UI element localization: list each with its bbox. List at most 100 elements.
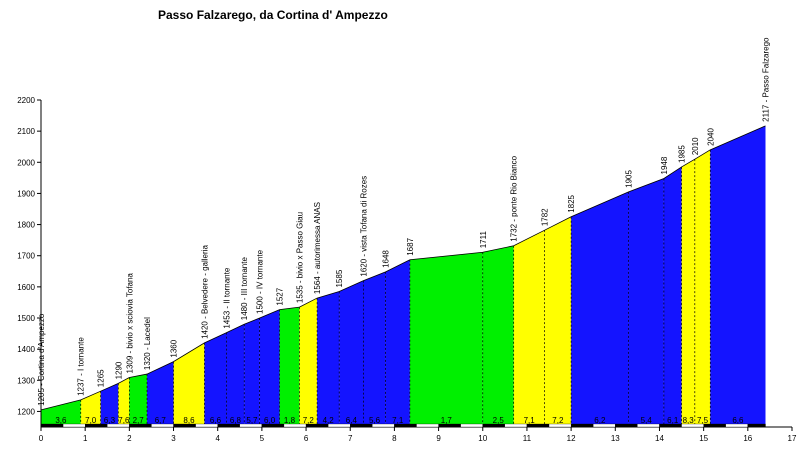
distance-bar-cell <box>438 423 461 428</box>
profile-segment-23 <box>663 166 682 427</box>
profile-segments <box>40 125 766 428</box>
gradient-label: 6,6 <box>732 416 744 425</box>
distance-bar-cell <box>615 423 638 428</box>
gradient-label: 7,2 <box>303 416 315 425</box>
gradient-label: 2,7 <box>133 416 145 425</box>
gradient-label: 6,3 <box>104 416 116 425</box>
y-tick-label: 2100 <box>17 127 35 136</box>
point-label: 2010 <box>691 137 700 155</box>
chart-title: Passo Falzarego, da Cortina d' Ampezzo <box>158 8 388 22</box>
x-tick-label: 9 <box>436 434 441 443</box>
gradient-label: 6,6 <box>210 416 222 425</box>
gradient-label: 6,2 <box>594 416 606 425</box>
profile-segment-5 <box>147 361 174 427</box>
distance-bar-cell <box>327 423 351 428</box>
profile-segment-1 <box>80 391 101 427</box>
point-label: 1732 - ponte Rio Bianco <box>510 155 519 241</box>
distance-bar-cell <box>217 423 240 428</box>
distance-bar-cell <box>261 423 285 428</box>
point-label: 1420 - Belvedere - galleria <box>200 245 209 339</box>
gradient-labels: 3,6 7,0 6,3 7,6 2,7 6,7 8,6 6,6 6,8 5,7 6,0 1,8 7,2 4… <box>55 416 744 425</box>
distance-bar-cell <box>526 423 550 428</box>
profile-segment-26 <box>710 125 766 427</box>
x-tick-label: 3 <box>171 434 176 443</box>
segment-dividers <box>80 149 711 427</box>
gradient-label: 7,5 <box>697 416 709 425</box>
x-tick-label: 14 <box>655 434 664 443</box>
x-tick-label: 0 <box>39 434 44 443</box>
distance-bar-cell <box>681 423 704 428</box>
gradient-label: 6,4 <box>346 416 358 425</box>
x-tick-label: 10 <box>478 434 487 443</box>
x-tick-label: 2 <box>127 434 132 443</box>
point-label: 1500 - IV tornante <box>256 249 265 314</box>
gradient-label: 4,2 <box>323 416 335 425</box>
gradient-label: 2,5 <box>493 416 505 425</box>
point-label: 1948 <box>660 156 669 174</box>
distance-bar-cell <box>85 423 108 428</box>
distance-bar-cell <box>394 423 417 428</box>
y-tick-label: 1300 <box>17 376 35 385</box>
point-label: 1290 <box>114 361 123 379</box>
point-label: 1265 <box>97 369 106 387</box>
x-tick-label: 13 <box>611 434 620 443</box>
profile-segment-3 <box>118 377 130 427</box>
distance-bar-cell <box>62 423 86 428</box>
profile-segment-11 <box>279 307 300 427</box>
gradient-label: 7,2 <box>552 416 564 425</box>
profile-segment-16 <box>385 259 410 427</box>
profile-segment-20 <box>544 216 572 427</box>
distance-bar-cell <box>195 423 218 428</box>
distance-bar-cell <box>504 423 528 428</box>
y-tick-label: 1600 <box>17 283 35 292</box>
point-label: 1480 - III tornante <box>240 257 249 321</box>
profile-segment-12 <box>299 298 318 427</box>
point-label: 1585 <box>335 269 344 287</box>
distance-bar-cell <box>482 423 506 428</box>
profile-segment-18 <box>482 245 514 427</box>
y-tick-label: 2200 <box>17 96 35 105</box>
profile-segment-24 <box>681 159 695 427</box>
distance-bar-cell <box>548 423 572 428</box>
gradient-label: 5,4 <box>641 416 653 425</box>
x-tick-label: 4 <box>215 434 220 443</box>
gradient-label: 6,8 <box>230 416 242 425</box>
x-tick-label: 1 <box>83 434 88 443</box>
distance-bar-cell <box>593 423 616 428</box>
distance-bar-cell <box>659 423 682 428</box>
x-tick-label: 16 <box>743 434 752 443</box>
gradient-label: 7,6 <box>118 416 130 425</box>
point-label: 1648 <box>382 250 391 268</box>
profile-segment-25 <box>694 149 711 428</box>
distance-bar-cell <box>747 423 766 428</box>
y-tick-label: 2000 <box>17 158 35 167</box>
distance-bar-cell <box>416 423 439 428</box>
gradient-label: 7,1 <box>392 416 404 425</box>
distance-bar-cell <box>173 423 196 428</box>
distance-bar-cell <box>129 423 152 428</box>
profile-segment-2 <box>100 383 119 427</box>
distance-bar-cell <box>725 423 748 428</box>
y-tick-label: 1800 <box>17 221 35 230</box>
distance-bar-cell <box>239 423 263 428</box>
distance-bar-cell <box>570 423 594 428</box>
point-label: 1237 - I tornante <box>77 337 86 396</box>
distance-bar-cell <box>372 423 395 428</box>
profile-segment-21 <box>571 191 629 427</box>
x-tick-label: 11 <box>523 434 532 443</box>
point-label: 2117 - Passo Falzarego <box>761 37 770 122</box>
point-label: 1711 <box>479 231 488 249</box>
profile-segment-10 <box>259 309 280 427</box>
gradient-label: 5,7 <box>246 416 258 425</box>
y-tick-label: 1200 <box>17 407 35 416</box>
axes: 0 1 2 3 4 5 6 7 8 9 10 11 12 13 14 15 16 1712001300140015… <box>17 96 797 443</box>
point-label: 1309 - bivio x sciovia Tofana <box>125 273 134 374</box>
point-label: 1360 <box>170 339 179 357</box>
profile-segment-14 <box>339 280 364 427</box>
y-tick-label: 1900 <box>17 189 35 198</box>
gradient-label: 6,1 <box>667 416 679 425</box>
distance-bar-cell <box>350 423 373 428</box>
distance-bar-cell <box>151 423 174 428</box>
profile-segment-9 <box>244 318 260 427</box>
point-label: 1905 <box>625 170 634 188</box>
